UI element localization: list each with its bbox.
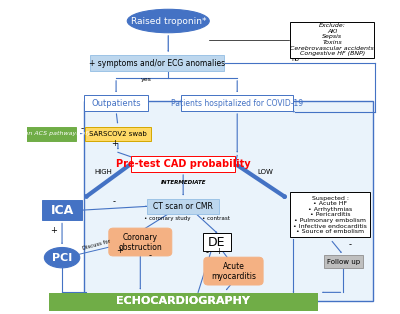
Text: Coronary
obstruction: Coronary obstruction: [118, 232, 162, 252]
Text: LOW: LOW: [257, 169, 273, 175]
Text: SARSCOV2 swab: SARSCOV2 swab: [89, 131, 147, 137]
Text: • coronary study: • coronary study: [144, 216, 190, 221]
FancyBboxPatch shape: [324, 256, 363, 268]
Text: + symptoms and/or ECG anomalies: + symptoms and/or ECG anomalies: [89, 59, 225, 68]
Text: Common ACS pathway(ref): Common ACS pathway(ref): [4, 131, 90, 136]
FancyBboxPatch shape: [131, 156, 235, 172]
FancyBboxPatch shape: [85, 127, 150, 141]
Text: -: -: [349, 240, 352, 249]
FancyBboxPatch shape: [49, 293, 317, 310]
Text: Acute
myocarditis: Acute myocarditis: [211, 262, 256, 281]
Text: Suspected :
• Acute HF
• Arrhythmias
• Pericarditis
• Pulmonary embolism
• Infec: Suspected : • Acute HF • Arrhythmias • P…: [294, 196, 367, 234]
Text: Discuss for: Discuss for: [82, 239, 111, 251]
Text: +: +: [111, 139, 118, 148]
Text: yes: yes: [140, 77, 151, 82]
FancyBboxPatch shape: [147, 199, 220, 214]
FancyBboxPatch shape: [18, 127, 76, 141]
FancyBboxPatch shape: [203, 233, 231, 251]
FancyBboxPatch shape: [290, 22, 374, 58]
Text: INTERMEDIATE: INTERMEDIATE: [160, 180, 206, 185]
Ellipse shape: [127, 9, 209, 33]
Text: CT scan or CMR: CT scan or CMR: [153, 202, 213, 211]
Text: +: +: [50, 226, 57, 235]
FancyBboxPatch shape: [42, 200, 82, 220]
Text: Patients hospitalized for COVID-19: Patients hospitalized for COVID-19: [171, 99, 303, 108]
Text: -: -: [80, 124, 84, 133]
FancyBboxPatch shape: [181, 95, 293, 111]
FancyBboxPatch shape: [84, 95, 148, 111]
FancyBboxPatch shape: [204, 257, 263, 285]
Text: -: -: [148, 252, 151, 261]
Text: Pre-test CAD probability: Pre-test CAD probability: [116, 159, 250, 169]
Text: no: no: [291, 57, 299, 62]
Text: • contrast: • contrast: [202, 216, 230, 221]
Text: Exclude:
AKI
Sepsis
Toxins
Cerebrovascular accidents
Congestive HF (BNP): Exclude: AKI Sepsis Toxins Cerebrovascul…: [290, 23, 374, 56]
Text: ECHOCARDIOGRAPHY: ECHOCARDIOGRAPHY: [116, 296, 250, 306]
Text: +: +: [116, 246, 123, 255]
Text: +: +: [216, 247, 222, 256]
Text: Follow up: Follow up: [327, 259, 360, 265]
FancyBboxPatch shape: [84, 101, 373, 301]
Text: -: -: [206, 248, 208, 257]
Text: ECHOCARDIOGRAPHY: ECHOCARDIOGRAPHY: [116, 296, 250, 306]
Text: Raised troponin*: Raised troponin*: [130, 17, 206, 25]
Text: -: -: [113, 198, 116, 207]
FancyBboxPatch shape: [290, 192, 370, 237]
FancyBboxPatch shape: [109, 228, 172, 256]
Text: PCI: PCI: [52, 253, 72, 263]
Text: Outpatients: Outpatients: [91, 99, 141, 108]
Text: ICA: ICA: [50, 204, 74, 217]
Text: DE: DE: [208, 236, 226, 248]
Ellipse shape: [44, 247, 80, 268]
FancyBboxPatch shape: [90, 55, 224, 71]
Text: HIGH: HIGH: [94, 169, 112, 175]
FancyBboxPatch shape: [49, 293, 317, 310]
